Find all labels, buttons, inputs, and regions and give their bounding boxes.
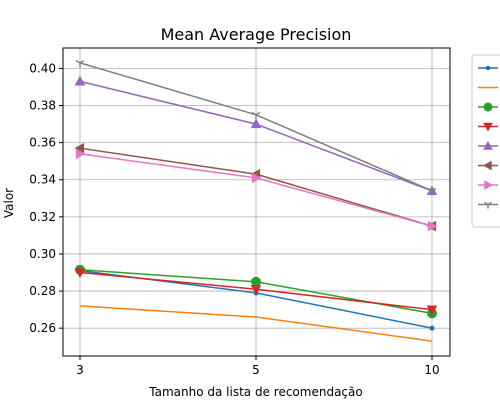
y-tick-label: 0.34: [29, 173, 56, 187]
series-layer: [74, 59, 438, 342]
grid: [63, 48, 450, 356]
series-2: [79, 305, 433, 342]
series-line: [79, 305, 433, 342]
x-tick-label: 10: [424, 363, 439, 377]
legend-frame: [471, 54, 500, 228]
data-point: [484, 201, 492, 209]
y-tick-label: 0.28: [29, 284, 56, 298]
data-point: [75, 59, 85, 68]
data-point: [74, 75, 86, 86]
data-point: [427, 220, 438, 232]
legend-entry: [478, 201, 498, 209]
series-7: [75, 148, 438, 232]
legend-entry: [478, 65, 498, 71]
plot-area: [62, 47, 451, 357]
legend-entries: [478, 65, 498, 209]
series-4: [74, 268, 438, 316]
data-point: [426, 305, 438, 316]
y-tick-label: 0.26: [29, 321, 56, 335]
series-6: [74, 142, 437, 232]
data-point: [483, 140, 493, 150]
y-axis-ticks: 0.26 0.28 0.30 0.32 0.34 0.36 0.38 0.40: [29, 61, 63, 335]
y-tick-label: 0.30: [29, 247, 56, 261]
data-point: [429, 325, 435, 331]
data-point: [250, 118, 262, 129]
data-point: [427, 187, 437, 196]
legend-entry: [478, 122, 498, 132]
data-point: [251, 276, 261, 287]
x-axis-label: Tamanho da lista de recomendação: [148, 385, 362, 399]
y-tick-label: 0.32: [29, 210, 56, 224]
x-tick-label: 3: [76, 363, 84, 377]
data-point: [483, 122, 493, 132]
legend: [471, 54, 500, 228]
data-point: [483, 102, 493, 112]
legend-entry: [478, 180, 498, 190]
data-point: [484, 180, 494, 190]
data-point: [74, 268, 86, 279]
data-point: [250, 285, 262, 295]
data-point: [251, 111, 261, 120]
data-point: [485, 65, 491, 71]
y-tick-label: 0.38: [29, 99, 56, 113]
data-point: [482, 160, 492, 171]
x-axis-ticks: 3 5 10: [76, 356, 440, 377]
legend-entry: [478, 140, 498, 150]
y-tick-label: 0.36: [29, 136, 56, 150]
series-8: [75, 59, 437, 196]
data-point: [251, 172, 262, 184]
y-axis-label: Valor: [2, 188, 16, 218]
legend-entry: [478, 160, 498, 171]
chart-title: Mean Average Precision: [161, 25, 352, 44]
data-point: [75, 148, 86, 160]
legend-entry: [478, 102, 498, 112]
y-tick-label: 0.40: [29, 61, 56, 75]
x-tick-label: 5: [252, 363, 260, 377]
